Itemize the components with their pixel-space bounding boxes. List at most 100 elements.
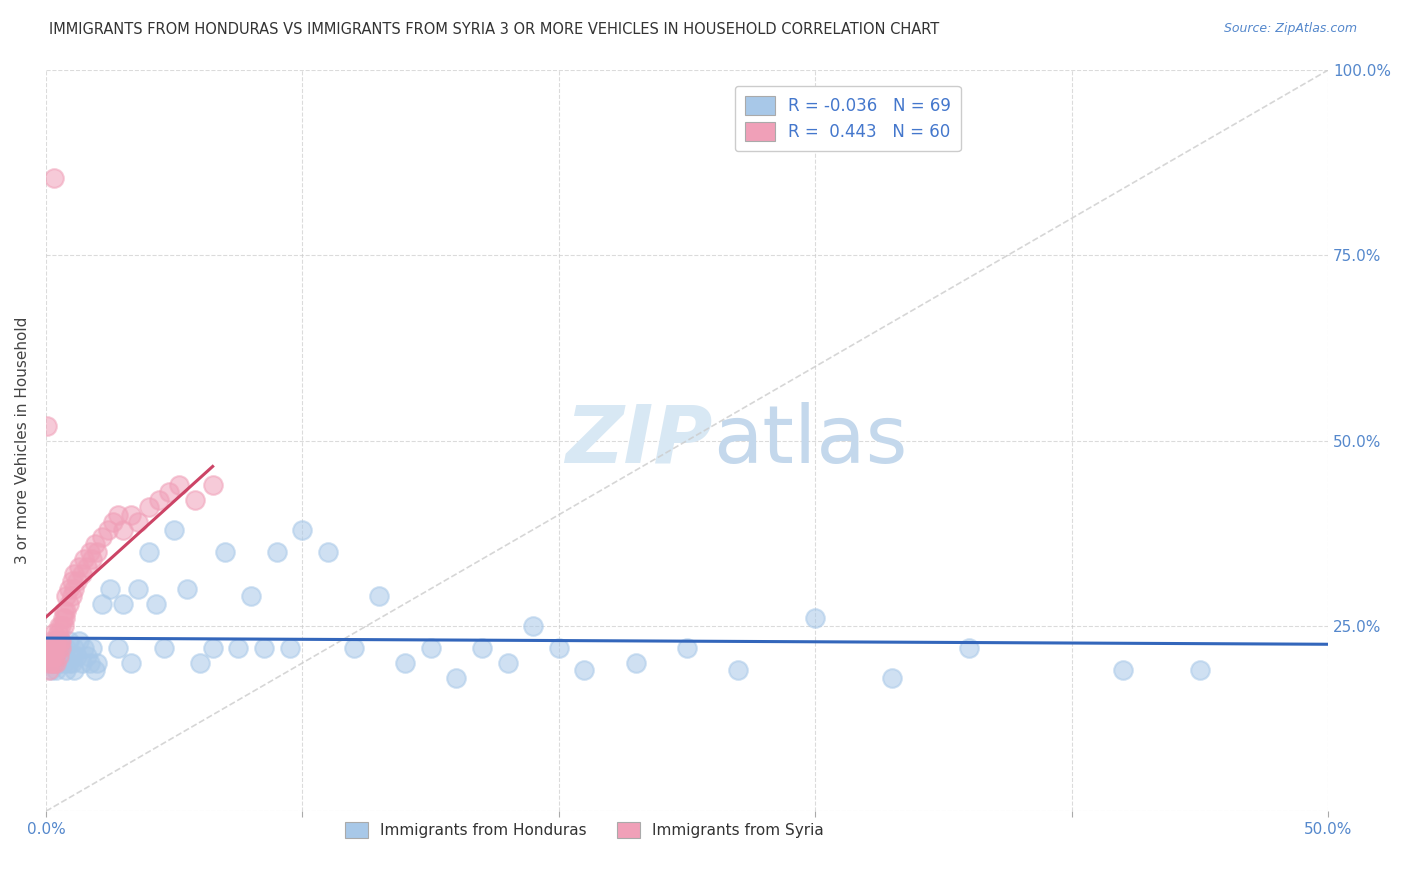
Point <box>60 648 83 663</box>
Point <box>67 559 90 574</box>
Point <box>66 574 89 589</box>
Point <box>60 656 83 670</box>
Text: ZIP: ZIP <box>565 401 713 480</box>
Point <box>145 597 167 611</box>
Point <box>38 648 60 663</box>
Point <box>91 530 114 544</box>
Point <box>176 582 198 596</box>
Point <box>76 559 98 574</box>
Point <box>278 641 301 656</box>
Point <box>48 619 70 633</box>
Point <box>496 656 519 670</box>
Point <box>79 545 101 559</box>
Point <box>45 641 67 656</box>
Point <box>37 648 59 663</box>
Point <box>138 545 160 559</box>
Point <box>91 597 114 611</box>
Point <box>52 648 75 663</box>
Point <box>316 545 339 559</box>
Point <box>394 656 416 670</box>
Text: IMMIGRANTS FROM HONDURAS VS IMMIGRANTS FROM SYRIA 3 OR MORE VEHICLES IN HOUSEHOL: IMMIGRANTS FROM HONDURAS VS IMMIGRANTS F… <box>49 22 939 37</box>
Point <box>157 485 180 500</box>
Point <box>163 523 186 537</box>
Point <box>727 664 749 678</box>
Point <box>58 597 80 611</box>
Point <box>107 641 129 656</box>
Point <box>51 619 73 633</box>
Point <box>60 589 83 603</box>
Point <box>45 664 67 678</box>
Point <box>55 664 77 678</box>
Point <box>67 633 90 648</box>
Point <box>52 611 75 625</box>
Point <box>45 633 67 648</box>
Point <box>201 641 224 656</box>
Point <box>111 597 134 611</box>
Point <box>58 633 80 648</box>
Point <box>82 552 104 566</box>
Point <box>52 656 75 670</box>
Point <box>52 604 75 618</box>
Y-axis label: 3 or more Vehicles in Household: 3 or more Vehicles in Household <box>15 317 30 565</box>
Point <box>148 492 170 507</box>
Point <box>39 656 62 670</box>
Point <box>127 582 149 596</box>
Text: atlas: atlas <box>713 401 907 480</box>
Point <box>42 626 65 640</box>
Point <box>574 664 596 678</box>
Point <box>41 648 63 663</box>
Point <box>45 641 67 656</box>
Point <box>63 567 86 582</box>
Point <box>96 523 118 537</box>
Point <box>1188 664 1211 678</box>
Point <box>39 633 62 648</box>
Point <box>44 648 66 663</box>
Point <box>471 641 494 656</box>
Point <box>55 641 77 656</box>
Point <box>86 545 108 559</box>
Point <box>38 648 60 663</box>
Point <box>51 641 73 656</box>
Point <box>38 656 60 670</box>
Point <box>183 492 205 507</box>
Point <box>73 641 96 656</box>
Point <box>48 648 70 663</box>
Point <box>70 567 93 582</box>
Point <box>111 523 134 537</box>
Point <box>107 508 129 522</box>
Point <box>101 515 124 529</box>
Point <box>368 589 391 603</box>
Point <box>79 656 101 670</box>
Point <box>55 589 77 603</box>
Point <box>39 641 62 656</box>
Point <box>51 633 73 648</box>
Point <box>1112 664 1135 678</box>
Point <box>201 478 224 492</box>
Point <box>70 656 93 670</box>
Point <box>58 582 80 596</box>
Point <box>214 545 236 559</box>
Point <box>63 582 86 596</box>
Point <box>419 641 441 656</box>
Point <box>48 648 70 663</box>
Point <box>266 545 288 559</box>
Point <box>624 656 647 670</box>
Point <box>42 656 65 670</box>
Point <box>86 656 108 670</box>
Point <box>46 626 69 640</box>
Point <box>547 641 569 656</box>
Point <box>51 633 73 648</box>
Point <box>63 641 86 656</box>
Point <box>188 656 211 670</box>
Point <box>63 664 86 678</box>
Point <box>48 641 70 656</box>
Point <box>804 611 827 625</box>
Point <box>153 641 176 656</box>
Point <box>291 523 314 537</box>
Point <box>138 500 160 515</box>
Point <box>39 641 62 656</box>
Point <box>253 641 276 656</box>
Point <box>76 648 98 663</box>
Point <box>240 589 263 603</box>
Point <box>42 656 65 670</box>
